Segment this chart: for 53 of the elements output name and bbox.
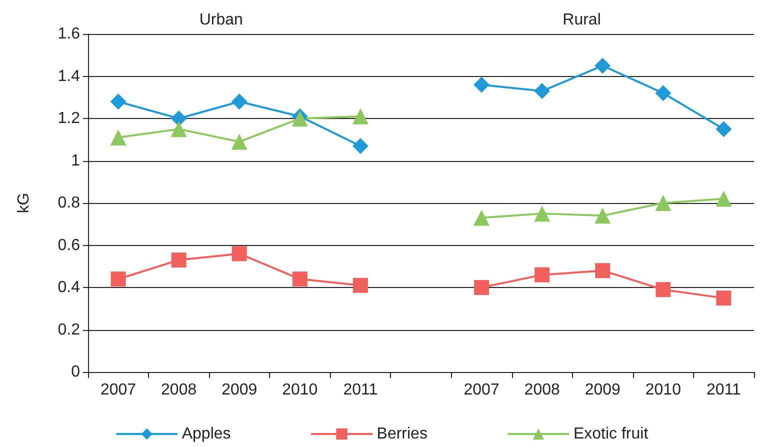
x-tick-label: 2009	[584, 382, 621, 398]
y-tick-label: 1.6	[58, 26, 80, 42]
point	[171, 252, 186, 268]
x-tick-label: 2007	[100, 382, 136, 398]
y-tick-label: 1	[71, 152, 80, 170]
y-tick-label: 0.2	[58, 321, 80, 338]
x-tick-label: 2007	[464, 382, 500, 398]
text: Urban	[199, 12, 243, 28]
point	[534, 83, 550, 100]
point	[656, 282, 671, 298]
y-axis-title: kG	[16, 192, 32, 214]
y-tick-label: 0.4	[58, 279, 80, 296]
text: Rural	[562, 12, 601, 28]
y-tick-label: 1.4	[58, 68, 80, 85]
x-tick-label: 2011	[343, 382, 378, 398]
y-tick-label: 1.2	[58, 110, 80, 127]
point	[534, 267, 550, 282]
point	[474, 280, 490, 295]
y-tick-label: 0.6	[58, 236, 80, 254]
point	[231, 94, 248, 110]
x-tick-label: 2008	[161, 382, 197, 398]
x-tick-label: 2009	[222, 382, 258, 398]
point	[594, 208, 611, 224]
legend-label: Berries	[376, 426, 428, 442]
point	[232, 246, 247, 262]
point	[655, 85, 672, 102]
y-tick-label: 0	[71, 364, 80, 380]
point	[110, 272, 126, 287]
point	[110, 94, 126, 110]
point	[352, 138, 368, 154]
point	[594, 58, 611, 74]
point	[352, 108, 368, 124]
point	[170, 110, 187, 126]
x-tick-label: 2011	[706, 382, 742, 398]
point	[716, 190, 732, 207]
legend-label: Exotic fruit	[573, 426, 649, 442]
x-tick-label: 2010	[645, 382, 682, 398]
point	[716, 121, 732, 138]
point	[534, 206, 550, 222]
point	[170, 121, 187, 138]
point	[474, 210, 490, 226]
x-tick-label: 2010	[282, 382, 318, 398]
y-tick-label: 0.8	[58, 194, 80, 212]
x-tick-label: 2008	[524, 382, 560, 398]
legend-label: Apples	[182, 426, 231, 442]
point	[110, 130, 126, 146]
point	[655, 195, 672, 211]
point	[292, 272, 308, 287]
point	[352, 278, 368, 293]
point	[716, 290, 732, 306]
point	[474, 76, 490, 93]
point	[595, 263, 610, 278]
point	[231, 134, 248, 150]
